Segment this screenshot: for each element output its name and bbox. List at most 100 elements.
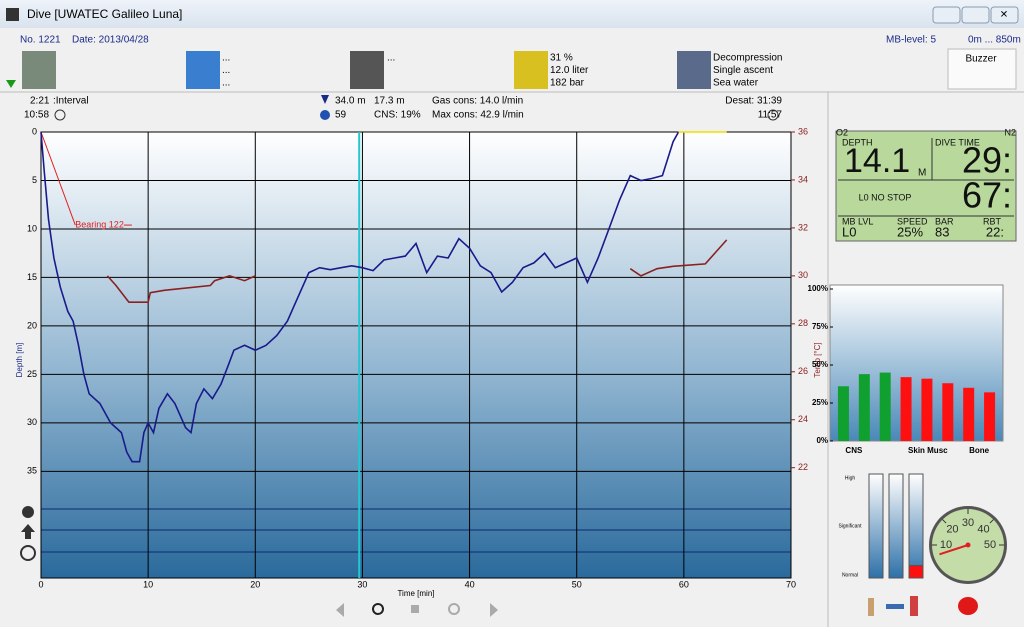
y-tick-label: 75% [812, 322, 828, 331]
y2-tick-label: 22 [798, 462, 808, 472]
y-tick-label: 5 [32, 175, 37, 185]
annotation: Bearing 122 [75, 219, 124, 229]
pie-icon [320, 110, 330, 120]
dial-needle [939, 544, 969, 556]
lcd-nostop: 67: [962, 175, 1012, 216]
gauge-label: Significant [838, 523, 862, 529]
y2-tick-label: 28 [798, 318, 808, 328]
clock-icon [767, 109, 779, 121]
lungs-icon [958, 597, 978, 615]
bar [984, 392, 996, 441]
settings-text: Sea water [713, 78, 759, 89]
y2-tick-label: 26 [798, 366, 808, 376]
x-tick-label: 50 [572, 579, 582, 589]
zoom-in-button[interactable] [372, 603, 384, 615]
lcd-mb-label: MB LVL [842, 216, 873, 226]
y2-tick-label: 30 [798, 270, 808, 280]
x-tick-label: 20 [250, 579, 260, 589]
computer-display [835, 130, 1017, 242]
settings-text: Single ascent [713, 65, 773, 76]
y-tick-label: 15 [27, 272, 37, 282]
next-button[interactable] [490, 603, 498, 617]
bar [963, 387, 975, 441]
x-tick-label: 60 [679, 579, 689, 589]
close-glyph: ✕ [1000, 10, 1008, 21]
y-tick-label: 20 [27, 320, 37, 330]
depth-icon [321, 95, 329, 104]
gauge-tube [888, 473, 904, 579]
x-tick-label: 10 [143, 579, 153, 589]
y-tick-label: 10 [27, 223, 37, 233]
stop-button[interactable] [411, 605, 419, 613]
x-tick-label: Musc [927, 446, 948, 455]
dial-label: 50 [984, 539, 996, 551]
gas-text: 12.0 liter [550, 65, 589, 76]
stat-cns: CNS: 19% [374, 110, 421, 121]
dial-tick [942, 519, 947, 524]
bar [858, 374, 870, 441]
site-text: ... [222, 65, 230, 76]
dial-hub [965, 542, 971, 548]
lcd-depth-label: DEPTH [842, 137, 873, 147]
gauge-label: Normal [842, 572, 858, 578]
lcd-bar-label: BAR [935, 216, 954, 226]
heart-icon [910, 596, 918, 616]
camera-text: ... [387, 53, 395, 64]
maximize-button[interactable] [961, 6, 990, 24]
bar [900, 377, 912, 441]
y-tick-label: 25 [27, 369, 37, 379]
prev-button[interactable] [336, 603, 344, 617]
lcd-rbt: 22: [986, 224, 1004, 239]
mb-level: MB-level: 5 [886, 35, 936, 46]
stat-duration: 59 [335, 110, 347, 121]
altitude: 0m ... 850m [968, 35, 1021, 46]
bar [879, 372, 891, 441]
zoom-out-button[interactable] [448, 603, 460, 615]
gauge-fill [908, 565, 924, 579]
ascent-icon [21, 524, 35, 539]
y-tick-label: 30 [27, 417, 37, 427]
bar [921, 378, 933, 441]
y2-tick-label: 32 [798, 222, 808, 232]
x-tick-label: CNS [845, 446, 863, 455]
expand-arrow[interactable] [6, 80, 16, 88]
stat-gas-cons: Gas cons: 14.0 l/min [432, 96, 523, 107]
stat-desat: Desat: 31:39 [725, 96, 782, 107]
site-text: ... [222, 78, 230, 89]
gauge-icon [886, 604, 904, 609]
x-tick-label: Bone [969, 446, 990, 455]
y-tick-label: 50% [812, 360, 828, 369]
site-text: ... [222, 53, 230, 64]
clock-icon [20, 545, 36, 561]
lcd-time: 29: [962, 140, 1012, 181]
y2-tick-label: 36 [798, 126, 808, 136]
body-icon [868, 598, 874, 616]
stat-interval: 2:21 [30, 96, 50, 107]
lcd-time-label: DIVE TIME [935, 137, 980, 147]
y2-tick-label: 24 [798, 414, 808, 424]
x-tick-label: Skin [908, 446, 925, 455]
minimize-button[interactable] [932, 6, 961, 24]
dive-number: No. 1221 [20, 35, 61, 46]
clock-icon [54, 109, 66, 121]
close-button[interactable] [990, 6, 1019, 24]
lcd-n2-label: N2 [1004, 127, 1016, 137]
series-line [106, 239, 728, 303]
dial-label: 10 [940, 539, 952, 551]
lcd-status: L0 NO STOP [859, 192, 912, 202]
diver-photo [22, 51, 56, 89]
lcd-mb: L0 [842, 224, 856, 239]
title-bar [0, 0, 1024, 28]
camera-photo [350, 51, 384, 89]
y-tick-label: 25% [812, 398, 828, 407]
buzzer-label: Buzzer [965, 54, 997, 65]
lcd-rbt-label: RBT [983, 216, 1002, 226]
gauge-tube [868, 473, 884, 579]
dive-date: Date: 2013/04/28 [72, 35, 149, 46]
x-axis-label: Time [min] [397, 589, 434, 598]
x-tick-label: 30 [357, 579, 367, 589]
settings-text: Decompression [713, 53, 782, 64]
app-icon [6, 8, 19, 21]
bar [837, 386, 849, 441]
